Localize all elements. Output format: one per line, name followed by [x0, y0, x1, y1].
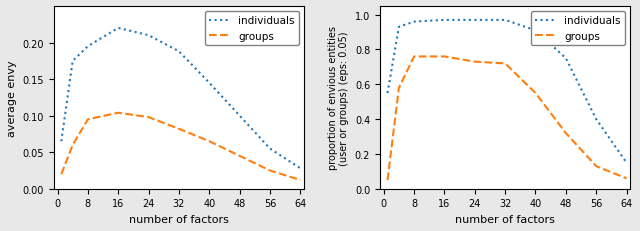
- groups: [84, 119, 92, 121]
- individuals: [175, 51, 183, 53]
- individuals: [440, 19, 448, 22]
- groups: [266, 169, 274, 172]
- groups: [471, 61, 479, 64]
- individuals: [236, 115, 243, 118]
- individuals: [205, 82, 213, 85]
- groups: [395, 87, 403, 90]
- groups: [384, 179, 392, 182]
- individuals: [532, 30, 540, 33]
- groups: [562, 132, 570, 135]
- X-axis label: number of factors: number of factors: [455, 214, 555, 224]
- individuals: [395, 26, 403, 29]
- individuals: [410, 21, 418, 24]
- individuals: [145, 35, 152, 37]
- individuals: [593, 118, 600, 121]
- groups: [440, 56, 448, 59]
- groups: [501, 63, 509, 66]
- Line: groups: groups: [61, 113, 300, 180]
- individuals: [69, 60, 77, 63]
- individuals: [501, 19, 509, 22]
- Legend: individuals, groups: individuals, groups: [531, 12, 625, 46]
- individuals: [384, 92, 392, 95]
- groups: [145, 116, 152, 119]
- individuals: [562, 58, 570, 60]
- individuals: [623, 161, 630, 164]
- Line: individuals: individuals: [388, 21, 627, 163]
- groups: [532, 92, 540, 95]
- groups: [69, 144, 77, 147]
- individuals: [296, 167, 304, 170]
- groups: [175, 128, 183, 131]
- groups: [593, 165, 600, 168]
- groups: [236, 155, 243, 158]
- Legend: individuals, groups: individuals, groups: [205, 12, 299, 46]
- X-axis label: number of factors: number of factors: [129, 214, 229, 224]
- individuals: [266, 148, 274, 150]
- groups: [623, 177, 630, 180]
- groups: [296, 179, 304, 182]
- groups: [410, 56, 418, 59]
- individuals: [84, 46, 92, 48]
- Line: individuals: individuals: [61, 29, 300, 169]
- groups: [58, 173, 65, 176]
- individuals: [58, 140, 65, 143]
- groups: [205, 140, 213, 143]
- Line: groups: groups: [388, 57, 627, 180]
- individuals: [115, 27, 122, 30]
- Y-axis label: proportion of envious entities
(user or groups) (eps: 0.05): proportion of envious entities (user or …: [328, 26, 349, 170]
- Y-axis label: average envy: average envy: [7, 60, 17, 136]
- groups: [115, 112, 122, 115]
- individuals: [471, 19, 479, 22]
